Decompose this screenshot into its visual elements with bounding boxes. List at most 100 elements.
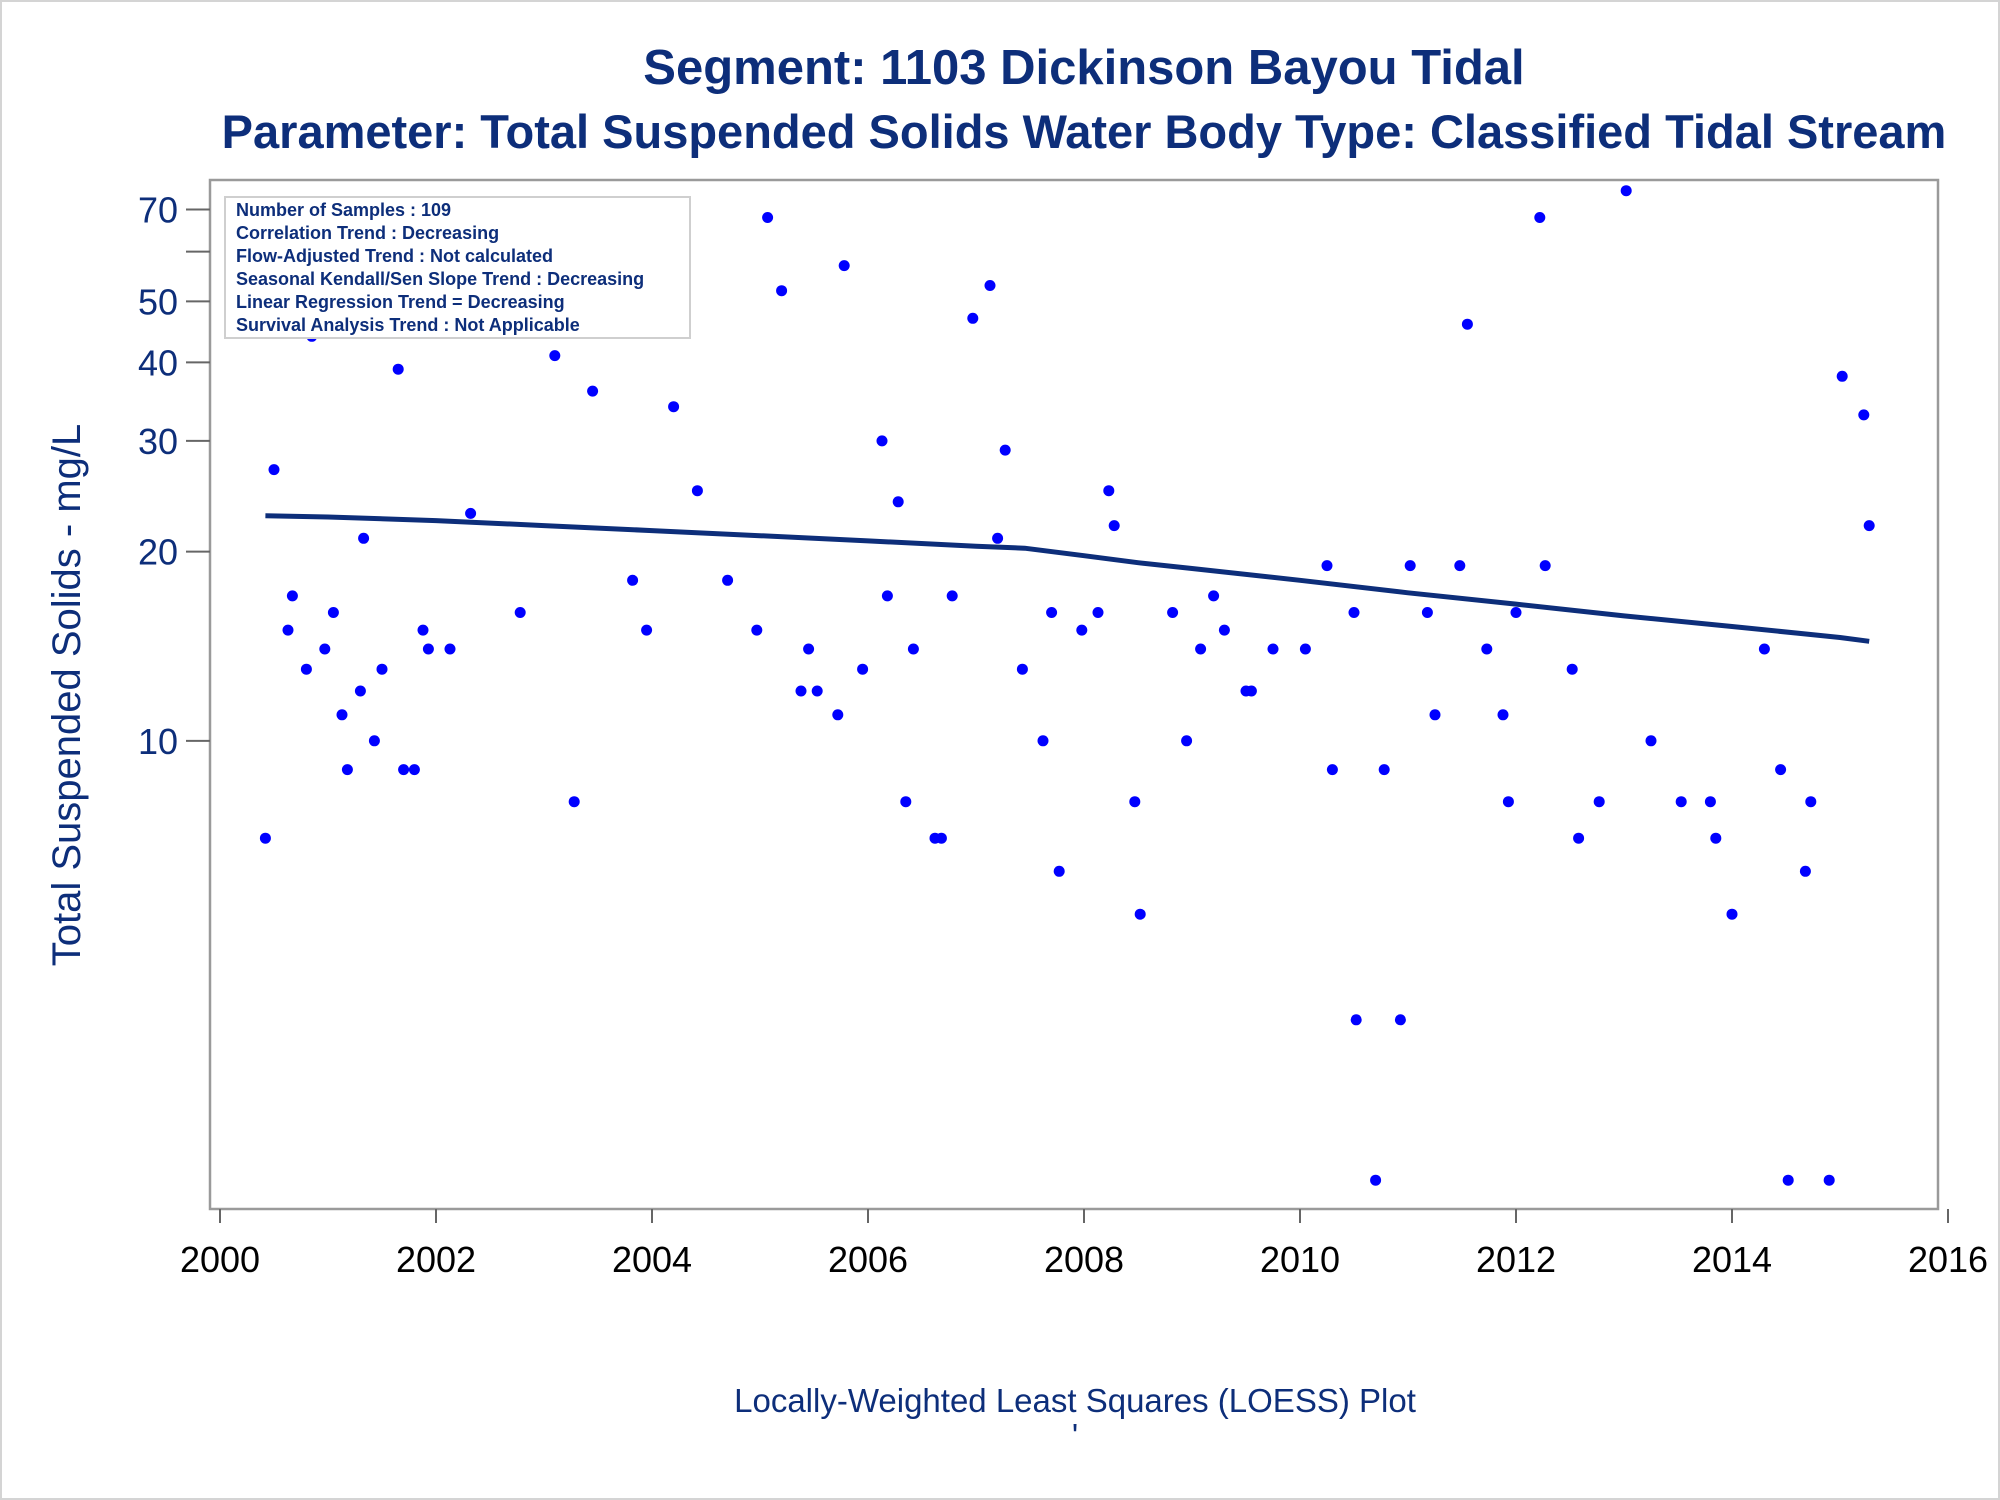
x-tick-label-2012: 2012 [1476,1239,1556,1280]
y-axis: 10 20 30 40 50 70 [138,190,210,762]
data-point [811,685,823,697]
data-point [776,285,788,297]
data-point [1782,1174,1794,1186]
inset-line-correlation: Correlation Trend : Decreasing [236,223,499,243]
data-point [392,363,404,375]
data-point [1108,520,1120,532]
data-point [1429,709,1441,721]
data-point [722,574,734,586]
data-point [465,507,477,519]
y-tick-label-30: 30 [138,421,178,462]
data-point [892,496,904,508]
data-point [876,435,888,447]
x-tick-label-2004: 2004 [612,1239,692,1280]
y-tick-label-50: 50 [138,281,178,322]
data-point [1129,796,1141,808]
data-point [900,796,912,808]
data-point [336,709,348,721]
data-point [1539,560,1551,572]
data-point [1016,663,1028,675]
data-point [1481,643,1493,655]
data-point [1566,663,1578,675]
y-tick-label-40: 40 [138,342,178,383]
data-point [1454,560,1466,572]
data-point [354,685,366,697]
data-point [1378,764,1390,776]
data-point [1350,1014,1362,1026]
x-tick-label-2006: 2006 [828,1239,908,1280]
data-point [1704,796,1716,808]
data-point [1076,624,1088,636]
data-point [1167,607,1179,618]
x-tick-label-2014: 2014 [1692,1239,1772,1280]
data-point [967,312,979,324]
loess-line [265,513,1870,644]
data-point [1805,796,1817,808]
data-point [587,385,599,397]
inset-line-samples: Number of Samples : 109 [236,200,451,220]
data-point [444,643,456,655]
stats-inset-box [224,196,691,339]
data-point [1863,520,1875,532]
data-point [751,624,763,636]
data-point [935,832,947,844]
data-point [376,663,388,675]
inset-line-flow-adjusted: Flow-Adjusted Trend : Not calculated [236,246,553,266]
data-point [1823,1174,1835,1186]
data-point [1534,212,1546,223]
data-points [259,185,1875,1186]
footnote-mark: ' [1072,1417,1078,1454]
data-point [1502,796,1514,808]
plot-area [208,178,1940,1211]
data-point [907,643,919,655]
data-point [1461,318,1473,330]
data-point [1181,735,1193,747]
data-point [1053,865,1065,877]
data-point [999,444,1011,456]
data-point [1326,764,1338,776]
footnote: Locally-Weighted Least Squares (LOESS) P… [734,1382,1416,1419]
data-point [1421,607,1433,618]
data-point [1710,832,1722,844]
loess-trend [265,513,1870,644]
data-point [1299,643,1311,655]
data-point [946,590,958,602]
data-point [803,643,815,655]
x-tick-label-2016: 2016 [1908,1239,1988,1280]
data-point [1218,624,1230,636]
data-point [1103,485,1115,497]
data-point [992,532,1004,544]
data-point [1645,735,1657,747]
data-point [795,685,807,697]
y-tick-label-20: 20 [138,532,178,573]
data-point [1394,1014,1406,1026]
inset-line-seasonal-kendall: Seasonal Kendall/Sen Slope Trend : Decre… [236,269,644,289]
data-point [627,574,639,586]
chart-subtitle: Parameter: Total Suspended Solids Water … [222,105,1947,158]
x-tick-label-2008: 2008 [1044,1239,1124,1280]
data-point [762,212,774,223]
x-tick-label-2002: 2002 [396,1239,476,1280]
data-point [1046,607,1058,618]
data-point [857,663,869,675]
data-point [408,764,420,776]
y-tick-label-70: 70 [138,190,178,231]
data-point [1245,685,1257,697]
data-point [691,485,703,497]
data-point [1593,796,1605,808]
data-point [668,401,680,413]
data-point [1037,735,1049,747]
data-point [1675,796,1687,808]
data-point [1573,832,1585,844]
x-axis: 2000 2002 2004 2006 2008 2010 2012 2014 2016 [180,1209,1988,1280]
y-tick-label-10: 10 [138,721,178,762]
data-point [398,764,410,776]
data-point [1348,607,1360,618]
data-point [514,607,526,618]
data-point [259,832,271,844]
data-point [568,796,580,808]
data-point [300,663,312,675]
data-point [1404,560,1416,572]
data-point [341,764,353,776]
